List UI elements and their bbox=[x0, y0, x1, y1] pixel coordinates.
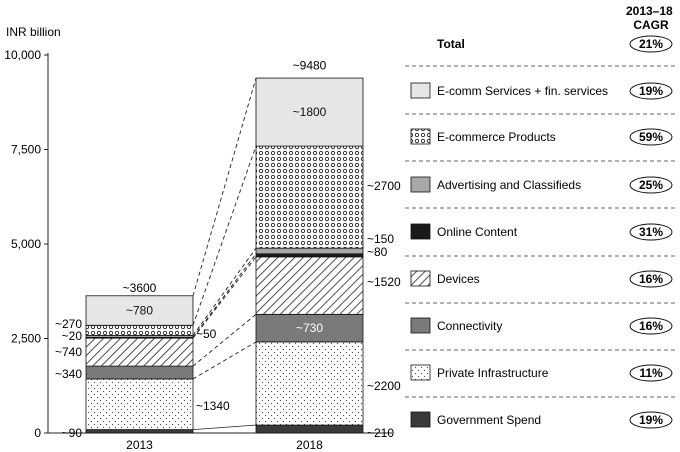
y-axis-title: INR billion bbox=[6, 25, 61, 39]
legend-label-total: Total bbox=[437, 37, 465, 51]
bar-segment-2013-6 bbox=[85, 324, 194, 336]
cagr-badge-1 bbox=[629, 82, 673, 100]
connector-line bbox=[192, 145, 257, 326]
connector-line bbox=[192, 253, 257, 338]
value-label-2013-0: ~90 bbox=[62, 426, 83, 440]
cagr-value-7: 11% bbox=[639, 366, 663, 380]
y-tick-label: 7,500 bbox=[11, 143, 41, 157]
legend-label-8: Government Spend bbox=[437, 413, 541, 427]
value-label-2013-3: ~740 bbox=[55, 345, 82, 359]
cagr-badge-5 bbox=[629, 270, 673, 288]
cagr-badge-6 bbox=[629, 317, 673, 335]
legend-swatch-2 bbox=[410, 128, 431, 145]
bar-segment-2018-7 bbox=[255, 77, 364, 147]
legend-label-2: E-commerce Products bbox=[437, 130, 556, 144]
bar-segment-2013-2 bbox=[85, 365, 194, 380]
cagr-badge-4 bbox=[629, 223, 673, 241]
legend-swatch-8 bbox=[410, 411, 431, 428]
bar-segment-2013-1 bbox=[85, 378, 194, 430]
value-label-2018-0: ~210 bbox=[367, 426, 394, 440]
bar-segment-2018-2 bbox=[255, 313, 364, 343]
legend-label-5: Devices bbox=[437, 272, 480, 286]
bar-segment-2013-0 bbox=[85, 429, 194, 434]
connector-line bbox=[192, 341, 257, 380]
value-label-2018-2: ~730 bbox=[296, 321, 323, 335]
cagr-badge-8 bbox=[629, 411, 673, 429]
cagr-badge-7 bbox=[629, 364, 673, 382]
legend-label-1: E-comm Services + fin. services bbox=[437, 84, 608, 98]
bar-segment-2018-5 bbox=[255, 247, 364, 255]
value-label-2013-7: ~780 bbox=[126, 304, 153, 318]
legend-swatch-7 bbox=[410, 364, 431, 381]
legend-swatch-5 bbox=[410, 270, 431, 287]
cagr-value-3: 25% bbox=[639, 178, 663, 192]
value-label-2013-5: ~50 bbox=[196, 327, 217, 341]
cagr-badge-3 bbox=[629, 176, 673, 194]
bar-segment-2018-6 bbox=[255, 145, 364, 249]
legend-swatch-4 bbox=[410, 223, 431, 240]
legend-label-3: Advertising and Classifieds bbox=[437, 178, 581, 192]
cagr-value-6: 16% bbox=[639, 319, 663, 333]
value-label-2018-6: ~2700 bbox=[367, 179, 401, 193]
y-tick-label: 10,000 bbox=[4, 48, 41, 62]
value-label-2018-3: ~1520 bbox=[367, 275, 401, 289]
y-tick-label: 2,500 bbox=[11, 332, 41, 346]
connector-line bbox=[192, 247, 257, 336]
cagr-value-2: 59% bbox=[639, 130, 663, 144]
y-tick-label: 0 bbox=[34, 426, 41, 440]
cagr-header: 2013–18 CAGR bbox=[626, 4, 676, 32]
connector-line bbox=[192, 77, 257, 296]
legend-swatch-1 bbox=[410, 82, 431, 99]
value-label-2013-2: ~340 bbox=[55, 367, 82, 381]
bar-segment-2018-4 bbox=[255, 253, 364, 258]
y-tick-label: 5,000 bbox=[11, 237, 41, 251]
bar-segment-2013-3 bbox=[85, 337, 194, 367]
value-label-2013-6: ~270 bbox=[55, 317, 82, 331]
connector-line bbox=[192, 256, 257, 339]
bar-segment-2018-0 bbox=[255, 424, 364, 434]
x-tick-label-2013: 2013 bbox=[126, 438, 153, 452]
value-label-2018-7: ~1800 bbox=[293, 105, 327, 119]
legend-label-6: Connectivity bbox=[437, 319, 502, 333]
value-label-2013-4: ~20 bbox=[62, 329, 83, 343]
bar-segment-2018-3 bbox=[255, 256, 364, 315]
legend-swatch-3 bbox=[410, 176, 431, 193]
bar-segment-2013-7 bbox=[85, 295, 194, 326]
cagr-value-4: 31% bbox=[639, 225, 663, 239]
value-label-2018-5: ~150 bbox=[367, 232, 394, 246]
bar-segment-2018-1 bbox=[255, 341, 364, 426]
legend-swatch-6 bbox=[410, 317, 431, 334]
value-label-2018-4: ~80 bbox=[367, 245, 388, 259]
x-tick-label-2018: 2018 bbox=[296, 438, 323, 452]
cagr-badge-0 bbox=[629, 35, 673, 53]
total-label-2018: ~9480 bbox=[293, 59, 327, 73]
cagr-badge-2 bbox=[629, 128, 673, 146]
value-label-2013-1: ~1340 bbox=[196, 399, 230, 413]
value-label-2018-1: ~2200 bbox=[367, 379, 401, 393]
cagr-value-0: 21% bbox=[639, 37, 663, 51]
cagr-value-1: 19% bbox=[639, 84, 663, 98]
cagr-value-8: 19% bbox=[639, 413, 663, 427]
cagr-value-5: 16% bbox=[639, 272, 663, 286]
legend-label-4: Online Content bbox=[437, 225, 518, 239]
total-label-2013: ~3600 bbox=[123, 281, 157, 295]
connector-line bbox=[192, 424, 257, 430]
legend-label-7: Private Infrastructure bbox=[437, 366, 549, 380]
